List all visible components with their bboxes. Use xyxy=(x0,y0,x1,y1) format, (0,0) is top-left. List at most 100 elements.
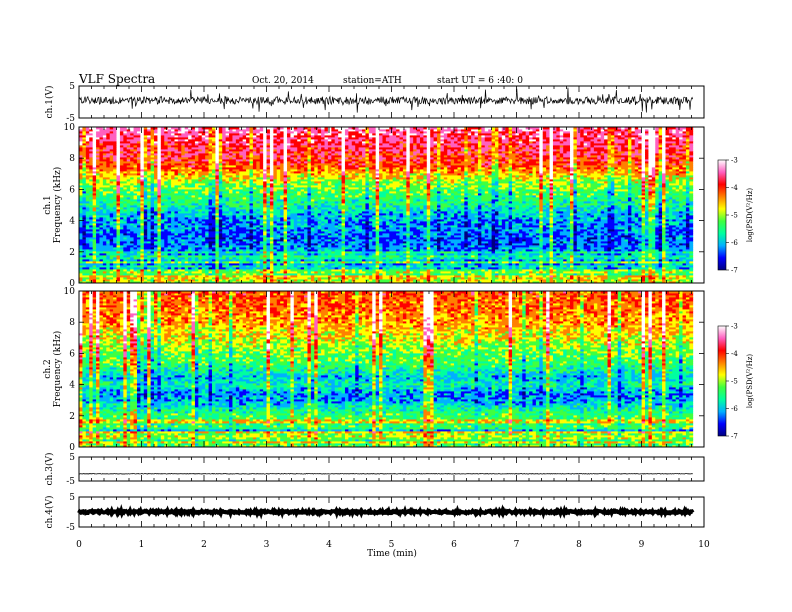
spectrogram-cell xyxy=(549,275,554,278)
spectrogram-cell xyxy=(651,269,656,272)
spectrogram-cell xyxy=(314,265,319,268)
spectrogram-cell xyxy=(505,277,510,280)
spectrogram-cell xyxy=(310,275,315,278)
spectrogram-cell xyxy=(89,271,94,274)
spectrogram-cell xyxy=(157,265,162,268)
spectrogram-cell xyxy=(116,277,121,280)
spectrogram-cell xyxy=(471,265,475,268)
spectrogram-cell xyxy=(443,269,448,272)
spectrogram-cell xyxy=(675,265,680,268)
spectrogram-cell xyxy=(430,271,435,274)
spectrogram-cell xyxy=(467,269,472,272)
spectrogram-cell xyxy=(467,277,472,280)
spectrogram-cell xyxy=(488,275,492,278)
spectrogram-cell xyxy=(665,275,670,278)
spectrogram-cell xyxy=(177,279,182,282)
spectrogram-cell xyxy=(385,277,390,280)
spectrogram-cell xyxy=(218,263,223,266)
spectrogram-cell xyxy=(136,265,141,268)
spectrogram-cell xyxy=(235,265,240,268)
spectrogram-cell xyxy=(82,259,87,262)
spectrogram-cell xyxy=(501,261,506,264)
spectrogram-cell xyxy=(246,275,250,278)
spectrogram-cell xyxy=(157,263,162,266)
spectrogram-cell xyxy=(259,269,264,272)
spectrogram-cell xyxy=(96,259,100,262)
spectrogram-cell xyxy=(437,275,441,278)
spectrogram-cell xyxy=(246,263,250,266)
spectrogram-cell xyxy=(607,269,612,272)
spectrogram-cell xyxy=(280,279,284,282)
spectrogram-cell xyxy=(604,277,608,280)
spectrogram-cell xyxy=(331,261,336,264)
spectrogram-cell xyxy=(597,275,602,278)
spectrogram-cell xyxy=(331,267,336,270)
spectrogram-cell xyxy=(399,263,404,266)
spectrogram-cell xyxy=(133,261,138,264)
spectrogram-cell xyxy=(484,275,489,278)
spectrogram-cell xyxy=(154,271,158,274)
spectrogram-cell xyxy=(327,261,332,264)
spectrogram-cell xyxy=(229,277,233,280)
spectrogram-cell xyxy=(491,277,496,280)
spectrogram-cell xyxy=(419,277,424,280)
spectrogram-cell xyxy=(283,281,288,284)
spectrogram-cell xyxy=(143,277,148,280)
spectrogram-cell xyxy=(379,279,383,282)
spectrogram-cell xyxy=(515,261,520,264)
spectrogram-cell xyxy=(406,277,411,280)
spectrogram-cell xyxy=(505,279,510,282)
spectrogram-cell xyxy=(334,261,339,264)
spectrogram-cell xyxy=(167,273,172,276)
spectrogram-cell xyxy=(382,261,387,264)
spectrogram-cell xyxy=(198,269,203,272)
spectrogram-cell xyxy=(116,259,121,262)
spectrogram-cell xyxy=(641,279,646,282)
spectrogram-cell xyxy=(310,279,315,282)
spectrogram-cell xyxy=(416,275,421,278)
spectrogram-cell xyxy=(382,265,387,268)
spectrogram-cell xyxy=(679,271,683,274)
spectrogram-cell xyxy=(580,267,585,270)
spectrogram-cell xyxy=(587,267,591,270)
spectrogram-cell xyxy=(89,269,94,272)
spectrogram-cell xyxy=(389,265,394,268)
spectrogram-cell xyxy=(106,271,111,274)
spectrogram-cell xyxy=(570,279,574,282)
spectrogram-cell xyxy=(621,279,625,282)
spectrogram-cell xyxy=(102,279,107,282)
spectrogram-cell xyxy=(365,261,370,264)
spectrogram-cell xyxy=(406,279,411,282)
spectrogram-cell xyxy=(535,271,540,274)
spectrogram-cell xyxy=(143,267,148,270)
spectrogram-cell xyxy=(177,261,182,264)
spectrogram-cell xyxy=(532,263,537,266)
spectrogram-cell xyxy=(232,269,237,272)
spectrogram-cell xyxy=(205,263,209,266)
spectrogram-cell xyxy=(406,271,411,274)
spectrogram-cell xyxy=(385,265,390,268)
spectrogram-cell xyxy=(549,273,554,276)
spectrogram-cell xyxy=(283,261,288,264)
spectrogram-cell xyxy=(304,265,308,268)
spectrogram-cell xyxy=(85,273,90,276)
spectrogram-cell xyxy=(385,271,390,274)
spectrogram-cell xyxy=(79,261,83,264)
spectrogram-cell xyxy=(392,265,397,268)
spectrogram-cell xyxy=(679,275,683,278)
spectrogram-cell xyxy=(672,281,677,284)
spectrogram-cell xyxy=(130,271,134,274)
spectrogram-cell xyxy=(430,277,435,280)
spectrogram-cell xyxy=(501,263,506,266)
spectrogram-cell xyxy=(154,269,158,272)
spectrogram-cell xyxy=(215,265,220,268)
spectrogram-cell xyxy=(259,277,264,280)
spectrogram-cell xyxy=(307,275,312,278)
spectrogram-cell xyxy=(242,267,247,270)
spectrogram-cell xyxy=(106,279,111,282)
spectrogram-cell xyxy=(587,263,591,266)
spectrogram-cell xyxy=(280,273,284,276)
spectrogram-cell xyxy=(682,267,687,270)
spectrogram-cell xyxy=(276,259,281,262)
spectrogram-cell xyxy=(215,271,220,274)
